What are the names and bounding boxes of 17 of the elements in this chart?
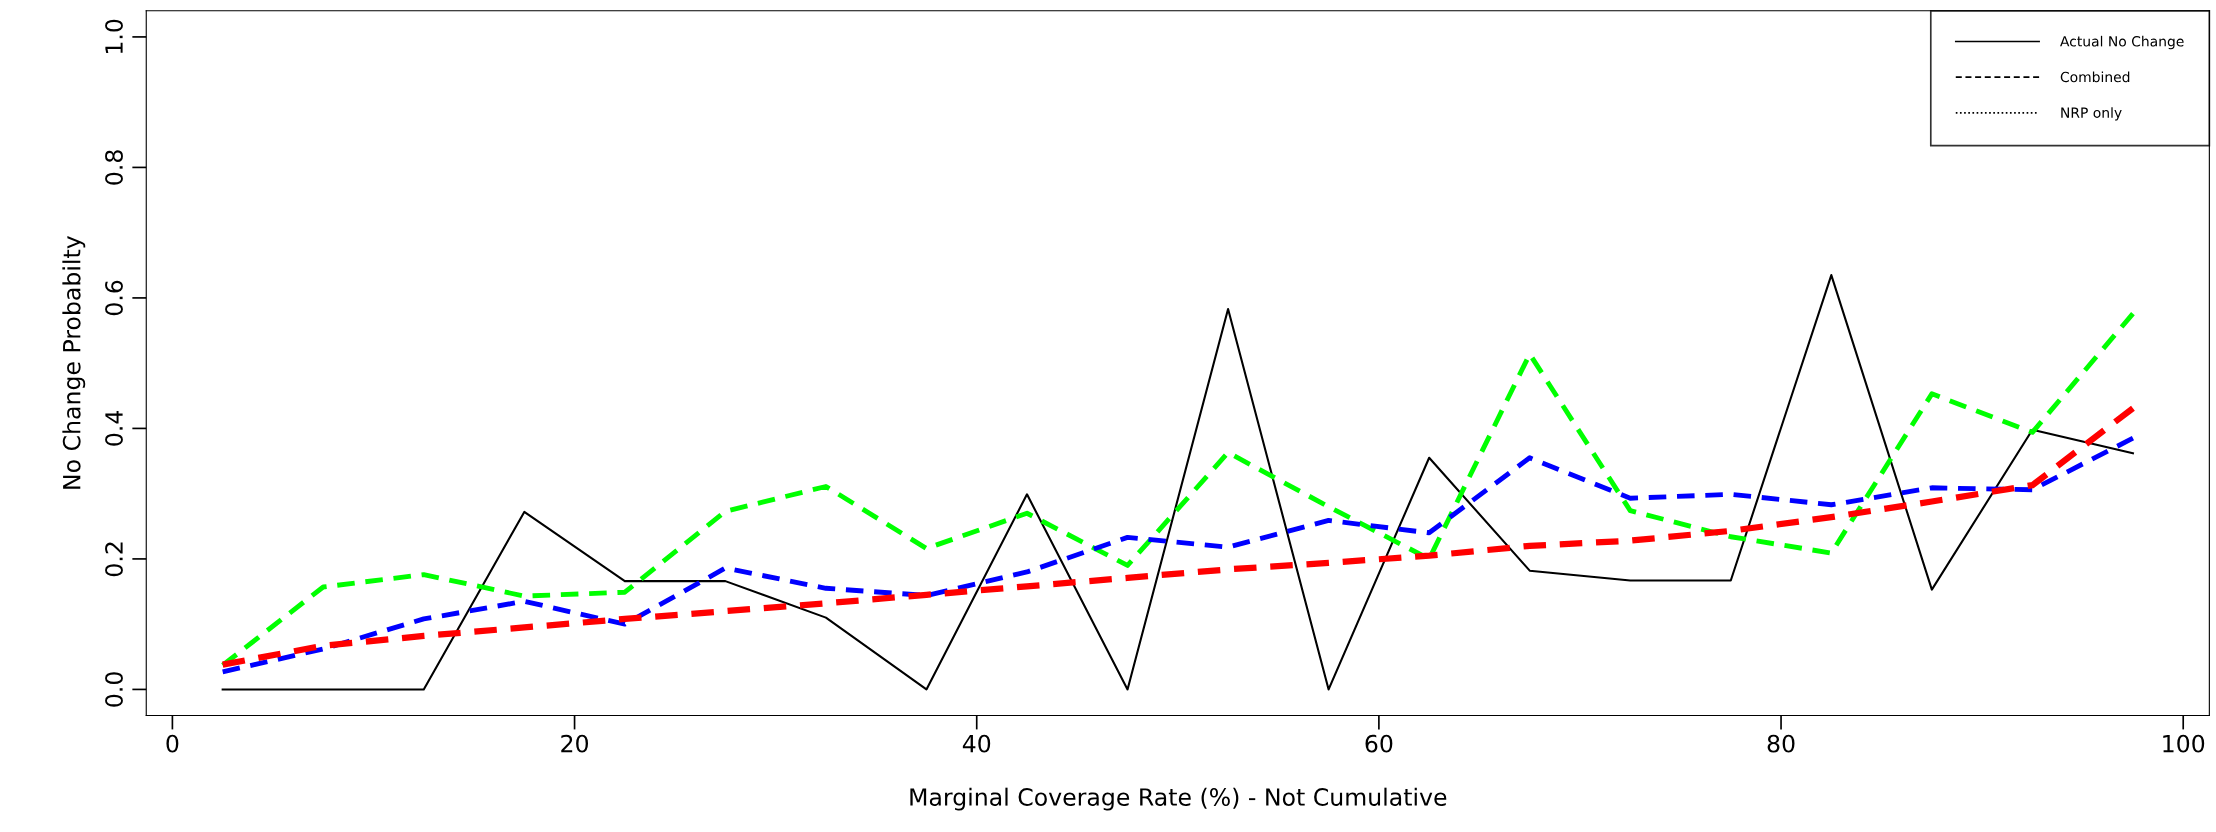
x-tick-label: 40: [962, 734, 991, 753]
legend-label: NRP only: [2061, 107, 2122, 121]
x-tick-label: 60: [1365, 734, 1393, 753]
x-tick-label: 100: [2163, 734, 2205, 753]
legend-label: Combined: [2060, 71, 2130, 83]
x-axis-title: Marginal Coverage Rate (%) - Not Cumulative: [910, 787, 1447, 811]
y-tick-label: 1.0: [105, 19, 123, 54]
y-axis-title: No Change Probabilty: [62, 236, 86, 489]
x-tick-label: 0: [166, 734, 179, 753]
y-tick-label: 0.0: [105, 672, 123, 707]
x-tick-label: 80: [1767, 734, 1795, 753]
text: Actual No Change: [2060, 35, 2184, 50]
y-tick-label: 0.8: [105, 150, 123, 185]
y-tick-label: 0.4: [105, 410, 123, 446]
y-tick-label: 0.6: [105, 280, 123, 316]
y-tick-label: 0.2: [105, 542, 123, 577]
x-tick-label: 20: [561, 734, 589, 753]
